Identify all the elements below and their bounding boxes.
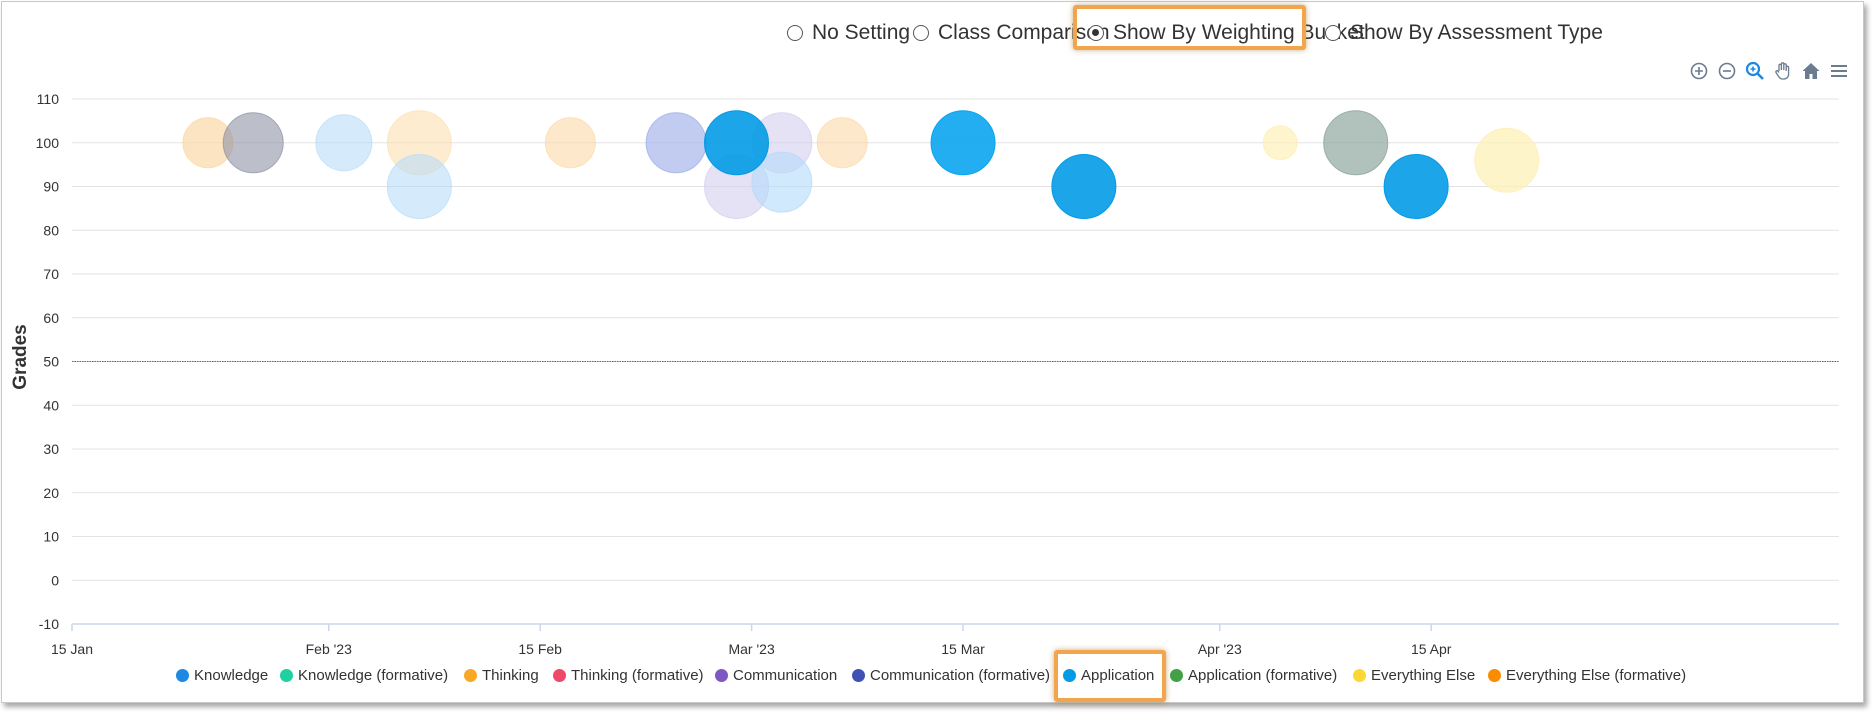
legend-item[interactable]: Communication (formative) — [852, 667, 1050, 684]
y-tick-label: 20 — [43, 485, 59, 501]
legend-label: Communication (formative) — [870, 667, 1051, 684]
legend-label: Knowledge — [194, 667, 269, 684]
legend-label: Application (formative) — [1188, 667, 1338, 684]
radio-label-no-setting: No Setting — [812, 21, 911, 44]
menu-icon[interactable] — [1828, 60, 1850, 82]
radio-class-comparison[interactable]: Class Comparison — [913, 16, 1110, 50]
pan-hand-icon[interactable] — [1772, 60, 1794, 82]
bubble-point — [1323, 110, 1389, 176]
radio-button-checked-icon[interactable] — [1088, 25, 1104, 41]
x-tick-label: Feb '23 — [306, 641, 352, 657]
radio-button-icon[interactable] — [787, 25, 803, 41]
legend-label: Communication — [733, 667, 838, 684]
legend-item[interactable]: Everything Else (formative) — [1488, 667, 1686, 684]
legend-dot-icon — [176, 669, 189, 682]
legend-item[interactable]: Thinking (formative) — [553, 667, 704, 684]
bubble-point — [1383, 154, 1449, 219]
radio-show-by-weighting-bucket[interactable]: Show By Weighting Bucket — [1088, 16, 1365, 50]
x-tick-label: 15 Apr — [1411, 641, 1452, 657]
magnifier-icon[interactable] — [1744, 60, 1766, 82]
y-tick-label: 90 — [43, 179, 59, 195]
bubble-point — [386, 154, 452, 219]
legend-item[interactable]: Application — [1063, 667, 1154, 684]
bubble-point — [704, 110, 770, 176]
legend-item[interactable]: Communication — [715, 667, 837, 684]
y-tick-label: 40 — [43, 397, 59, 413]
legend-item[interactable]: Everything Else — [1353, 667, 1475, 684]
x-tick-label: 15 Mar — [941, 641, 985, 657]
legend-label: Thinking (formative) — [571, 667, 704, 684]
legend-dot-icon — [1353, 669, 1366, 682]
y-tick-label: 10 — [43, 529, 59, 545]
legend-label: Everything Else (formative) — [1506, 667, 1687, 684]
legend-label: Knowledge (formative) — [298, 667, 449, 684]
legend-item[interactable]: Knowledge (formative) — [280, 667, 448, 684]
y-tick-label: 80 — [43, 222, 59, 238]
radio-button-icon[interactable] — [1325, 25, 1341, 41]
y-tick-label: 70 — [43, 266, 59, 282]
x-tick-label: Mar '23 — [728, 641, 774, 657]
bubble-point — [645, 112, 707, 174]
bubble-point — [1474, 127, 1540, 193]
legend-dot-icon — [1488, 669, 1501, 682]
y-tick-label: 110 — [37, 91, 60, 107]
view-mode-radio-group: No Setting Class Comparison Show By Weig… — [2, 16, 1863, 52]
bubble-point — [751, 151, 813, 213]
bubble-point — [315, 114, 373, 172]
radio-show-by-assessment-type[interactable]: Show By Assessment Type — [1325, 16, 1603, 50]
radio-label-show-by-weighting-bucket: Show By Weighting Bucket — [1113, 21, 1365, 44]
legend-item[interactable]: Thinking — [464, 667, 539, 684]
legend-label: Thinking — [482, 667, 539, 684]
bubble-point — [816, 117, 868, 169]
radio-no-setting[interactable]: No Setting — [787, 16, 910, 50]
chart-card: 110 100 90 80 70 60 50 40 30 20 10 0 -10 15 Jan Feb '2… — [1, 1, 1864, 703]
x-tick-label: Apr '23 — [1198, 641, 1242, 657]
legend-dot-icon — [280, 669, 293, 682]
bubble-point — [222, 112, 284, 174]
legend-label: Application — [1081, 667, 1155, 684]
legend-dot-icon — [852, 669, 865, 682]
legend-dot-icon — [1170, 669, 1183, 682]
radio-button-icon[interactable] — [913, 25, 929, 41]
bubble-point — [1262, 125, 1298, 161]
y-tick-label: 30 — [43, 441, 59, 457]
chart-legend: Knowledge Knowledge (formative) Thinking Th… — [2, 667, 1863, 689]
y-tick-label: 50 — [43, 354, 59, 370]
zoom-in-icon[interactable] — [1688, 60, 1710, 82]
y-tick-label: 60 — [43, 310, 59, 326]
legend-dot-icon — [1063, 669, 1076, 682]
x-tick-label: 15 Feb — [518, 641, 562, 657]
bubble-point — [930, 110, 996, 176]
bubble-point — [544, 117, 596, 169]
y-axis-title: Grades — [10, 324, 31, 389]
radio-label-class-comparison: Class Comparison — [938, 21, 1110, 44]
legend-label: Everything Else — [1371, 667, 1476, 684]
y-tick-label: 0 — [51, 572, 59, 588]
radio-label-show-by-assessment-type: Show By Assessment Type — [1350, 21, 1603, 44]
bubble-point — [1051, 154, 1117, 219]
y-tick-label: -10 — [39, 616, 59, 632]
x-tick-label: 15 Jan — [51, 641, 93, 657]
legend-dot-icon — [464, 669, 477, 682]
legend-dot-icon — [715, 669, 728, 682]
legend-item[interactable]: Knowledge — [176, 667, 268, 684]
y-tick-label: 100 — [36, 135, 60, 151]
home-icon[interactable] — [1800, 60, 1822, 82]
zoom-out-icon[interactable] — [1716, 60, 1738, 82]
chart-toolbar — [1688, 60, 1850, 84]
legend-dot-icon — [553, 669, 566, 682]
legend-item[interactable]: Application (formative) — [1170, 667, 1337, 684]
